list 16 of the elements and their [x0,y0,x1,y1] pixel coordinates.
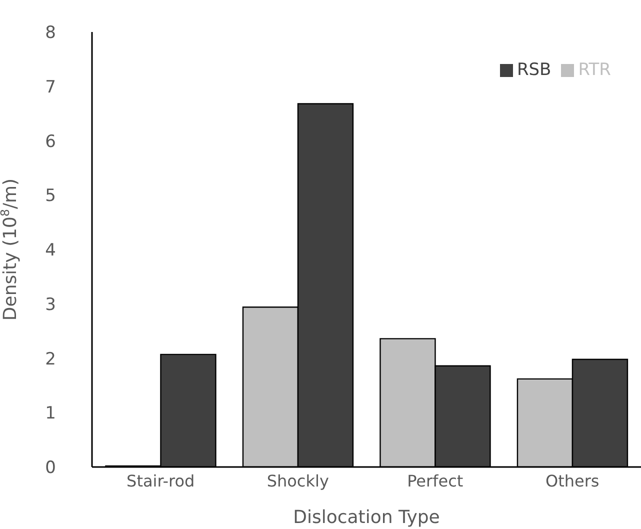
y-tick-label: 4 [45,240,56,261]
legend-label: RTR [578,60,611,80]
x-axis-title: Dislocation Type [293,507,440,528]
y-tick-label: 6 [45,132,56,152]
y-tick-label: 1 [45,404,56,424]
x-tick-label: Perfect [407,471,464,490]
x-tick-label: Others [545,471,600,490]
y-tick-label: 5 [45,186,56,206]
y-tick-label: 3 [45,294,56,315]
legend-label: RSB [516,60,552,80]
x-tick-label: Stair-rod [126,471,195,490]
y-tick-label: 7 [45,77,56,98]
x-tick-label: Shockly [266,471,329,490]
y-tick-label: 8 [45,23,56,44]
y-tick-label: 2 [45,349,56,370]
y-tick-label: 0 [45,458,56,478]
